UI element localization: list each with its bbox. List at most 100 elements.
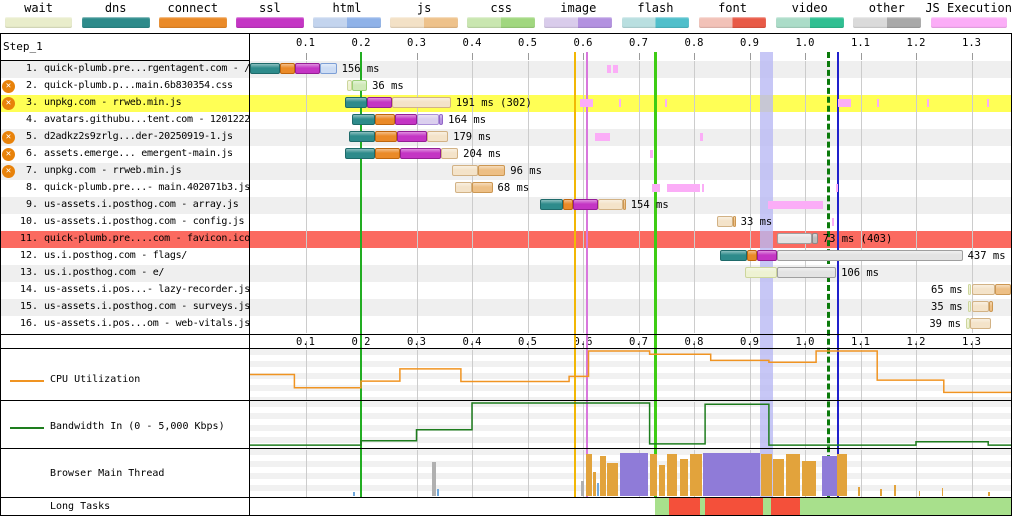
axis-tick [805, 53, 806, 60]
gridline [305, 450, 307, 497]
request-time-label: 96 ms [510, 165, 542, 177]
js-execution-mark [837, 99, 852, 107]
request-bar-segment-ssl[interactable] [756, 250, 778, 261]
axis-tick [805, 341, 806, 348]
request-bar-segment-js_d[interactable] [733, 216, 736, 227]
request-bar-segment-connect[interactable] [746, 250, 757, 261]
request-bar-segment-other_l[interactable] [777, 233, 813, 244]
request-bar-segment-connect[interactable] [374, 131, 398, 142]
request-bar-segment-js_l[interactable] [971, 284, 995, 295]
legend-item-html: html [308, 0, 385, 33]
legend-swatch [621, 17, 690, 28]
request-row-label[interactable]: 15. us-assets.i.posthog.com - surveys.js [0, 299, 249, 316]
divider [0, 334, 1012, 335]
legend-item-label: JS Execution [925, 1, 1012, 15]
request-bar-segment-dns[interactable] [344, 97, 368, 108]
request-bar-segment-other_l[interactable] [777, 250, 963, 261]
request-bar-segment-other_d[interactable] [812, 233, 818, 244]
request-bar-segment-js_d[interactable] [478, 165, 506, 176]
request-row-label[interactable]: ✕ 2. quick-plumb.p...main.6b830354.css [0, 78, 249, 95]
request-bar-segment-js_l[interactable] [452, 165, 479, 176]
request-bar-segment-js_l[interactable] [971, 301, 990, 312]
gridline [416, 350, 418, 400]
js-execution-mark [580, 99, 593, 107]
request-time-label: 39 ms [929, 318, 961, 330]
request-row-label[interactable]: ✕ 3. unpkg.com - rrweb.min.js [0, 95, 249, 112]
request-row-label[interactable]: ✕ 5. d2adkz2s9zrlg...der-20250919-1.js [0, 129, 249, 146]
request-bar-segment-dns[interactable] [344, 148, 375, 159]
axis-tick-label: 0.3 [407, 336, 426, 348]
request-bar-segment-other_l[interactable] [777, 267, 837, 278]
request-bar-segment-js_d[interactable] [994, 284, 1012, 295]
request-row-url: us-assets.i.posthog.com - surveys.js [44, 301, 249, 312]
js-execution-mark [606, 65, 611, 73]
js-execution-mark [595, 133, 611, 141]
request-bar-segment-wait[interactable] [347, 80, 353, 91]
gridline [860, 61, 862, 333]
request-bar-segment-html_l[interactable] [319, 63, 337, 74]
request-bar-segment-img_d[interactable] [438, 114, 444, 125]
js-execution-mark [612, 65, 618, 73]
request-bar-segment-css_l[interactable] [352, 80, 368, 91]
main-thread-activity-bar [857, 487, 861, 496]
request-row-label[interactable]: 4. avatars.githubu...tent.com - 1201222 [0, 112, 249, 129]
request-row-label[interactable]: 11. quick-plumb.pre....com - favicon.ico [0, 231, 249, 248]
cpu-section-label: CPU Utilization [50, 374, 141, 385]
main-thread-activity-bar [607, 463, 618, 496]
request-bar-segment-js_l[interactable] [597, 199, 623, 210]
request-bar-segment-js_d[interactable] [472, 182, 493, 193]
main-thread-activity-bar [690, 454, 703, 496]
request-bar-segment-connect[interactable] [563, 199, 573, 210]
request-row-label[interactable]: 12. us.i.posthog.com - flags/ [0, 248, 249, 265]
request-row-label[interactable]: 10. us-assets.i.posthog.com - config.js [0, 214, 249, 231]
request-bar-segment-dns[interactable] [250, 63, 280, 74]
main-thread-activity-bar [649, 454, 658, 496]
request-row-label[interactable]: 13. us.i.posthog.com - e/ [0, 265, 249, 282]
request-bar-segment-dns[interactable] [720, 250, 747, 261]
request-bar-segment-wait[interactable] [967, 284, 972, 295]
request-bar-segment-ssl[interactable] [394, 114, 418, 125]
request-row-label[interactable]: 16. us-assets.i.pos...om - web-vitals.js [0, 316, 249, 333]
request-bar-segment-js_d[interactable] [989, 301, 993, 312]
legend-swatch [775, 17, 844, 28]
request-row-label[interactable]: ✕ 6. assets.emerge... emergent-main.js [0, 146, 249, 163]
request-bar-segment-img_l[interactable] [417, 114, 439, 125]
divider [0, 60, 250, 61]
request-bar-segment-wait[interactable] [745, 267, 778, 278]
request-bar-segment-js_l[interactable] [969, 318, 992, 329]
axis-tick [749, 53, 751, 60]
request-bar-segment-connect[interactable] [374, 114, 395, 125]
request-row-label[interactable]: 9. us-assets.i.posthog.com - array.js [0, 197, 249, 214]
request-bar-segment-wait[interactable] [965, 318, 970, 329]
request-row-number: 6. [25, 148, 38, 159]
request-row-number: 15. [19, 301, 38, 312]
divider [0, 33, 1012, 34]
request-bar-segment-js_d[interactable] [622, 199, 626, 210]
js-execution-mark [835, 184, 838, 192]
request-bar-segment-dns[interactable] [348, 131, 375, 142]
request-bar-segment-js_l[interactable] [454, 182, 472, 193]
request-bar-segment-js_l[interactable] [427, 131, 449, 142]
request-bar-segment-ssl[interactable] [399, 148, 441, 159]
main-thread-activity-bar [941, 488, 944, 496]
request-bar-segment-dns[interactable] [352, 114, 375, 125]
gridline [971, 450, 973, 497]
request-row-label[interactable]: 14. us-assets.i.pos...- lazy-recorder.js [0, 282, 249, 299]
gridline [916, 450, 917, 497]
request-bar-segment-js_l[interactable] [392, 97, 451, 108]
request-bar-segment-ssl[interactable] [397, 131, 428, 142]
request-row-label[interactable]: 8. quick-plumb.pre...- main.402071b3.js [0, 180, 249, 197]
request-bar-segment-ssl[interactable] [573, 199, 598, 210]
request-bar-segment-connect[interactable] [279, 63, 295, 74]
request-time-label: 164 ms [448, 114, 487, 126]
request-bar-segment-js_l[interactable] [440, 148, 459, 159]
request-bar-segment-connect[interactable] [374, 148, 400, 159]
request-bar-segment-ssl[interactable] [367, 97, 393, 108]
request-bar-segment-js_l[interactable] [717, 216, 734, 227]
request-bar-segment-dns[interactable] [540, 199, 563, 210]
request-row-label[interactable]: 1. quick-plumb.pre...rgentagent.com - / [0, 61, 249, 78]
request-bar-segment-ssl[interactable] [294, 63, 320, 74]
request-row-label[interactable]: ✕ 7. unpkg.com - rrweb.min.js [0, 163, 249, 180]
request-bar-segment-wait[interactable] [967, 301, 972, 312]
bandwidth-in-line [250, 402, 1012, 446]
